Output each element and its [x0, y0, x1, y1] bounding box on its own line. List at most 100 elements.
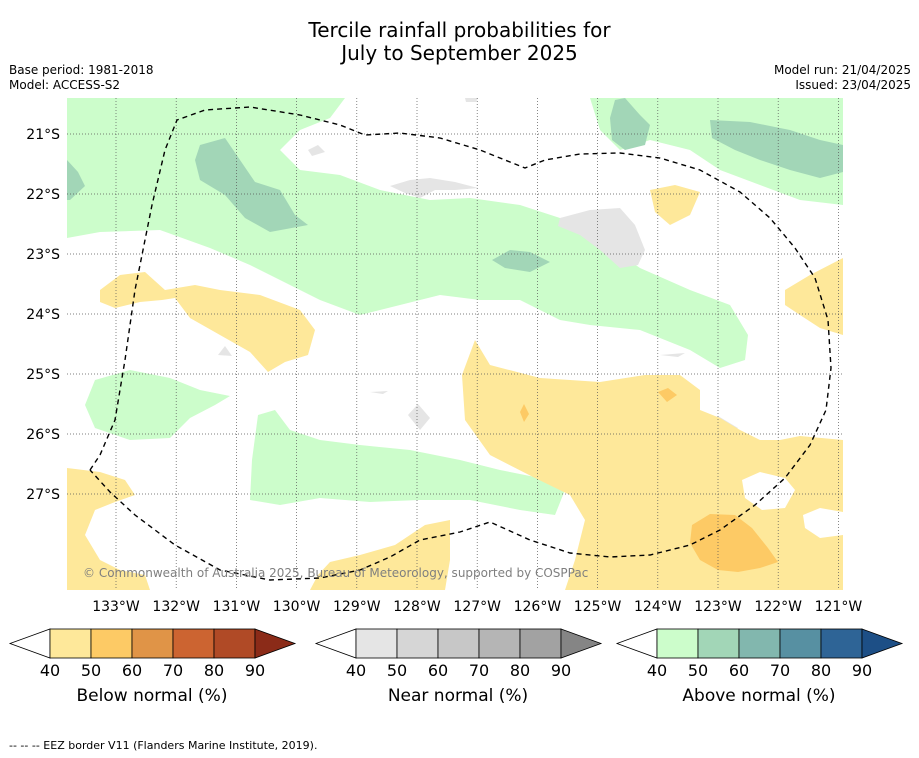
above-normal-region	[195, 138, 308, 232]
colorbar-upper-extension	[254, 628, 297, 659]
issued-date: Issued: 23/04/2025	[795, 78, 911, 92]
model-run: Model run: 21/04/2025	[773, 63, 911, 77]
map-title: Tercile rainfall probabilities for July …	[0, 19, 919, 65]
colorbar-label-above: Above normal (%)	[682, 686, 836, 706]
title-line-1: Tercile rainfall probabilities for	[308, 18, 611, 42]
eez-border	[89, 106, 832, 581]
longitude-label: 121°W	[815, 599, 863, 615]
colorbar-segment	[49, 628, 92, 659]
below-normal-region	[650, 185, 700, 225]
latitude-label: 21°S	[26, 127, 60, 143]
colorbar-tick-label: 60	[729, 661, 749, 680]
colorbar-tick-label: 70	[163, 661, 183, 680]
colorbar-tick-label: 90	[245, 661, 265, 680]
latitude-label: 24°S	[26, 307, 60, 323]
colorbar-segment	[213, 628, 256, 659]
colorbar-tick-label: 70	[770, 661, 790, 680]
base-period: Base period: 1981-2018	[9, 63, 154, 77]
above-normal-region	[590, 98, 843, 205]
colorbar-segment	[738, 628, 781, 659]
above-normal-region	[710, 120, 843, 178]
colorbar-segment	[519, 628, 562, 659]
colorbar-segment	[90, 628, 133, 659]
near-normal-region	[465, 98, 478, 102]
above-normal-region	[492, 250, 550, 272]
near-normal-region	[218, 346, 232, 356]
below-normal-region	[658, 388, 677, 402]
below-normal-region	[785, 258, 843, 335]
longitude-label: 129°W	[333, 599, 381, 615]
near-normal-region	[390, 178, 478, 198]
colorbar: 40 50 60 70 80 90	[8, 628, 297, 680]
longitude-label: 126°W	[514, 599, 562, 615]
near-normal-region	[370, 391, 388, 394]
colorbar-lower-extension	[314, 628, 357, 659]
colorbar-segment	[355, 628, 398, 659]
longitude-labels: 133°W 132°W 131°W 130°W 129°W 128°W 127°W 126°W…	[92, 599, 862, 615]
colorbar-tick-label: 90	[551, 661, 571, 680]
below-normal-region	[67, 468, 150, 590]
colorbars: 40 50 60 70 80 90 40 50 60 70 80 90 40 50 60 70 80 90	[8, 628, 904, 680]
meta-right: Model run: 21/04/2025 Issued: 23/04/2025	[774, 63, 911, 93]
colorbar-tick-label: 40	[346, 661, 366, 680]
latitude-labels: 21°S 22°S 23°S 24°S 25°S 26°S 27°S	[26, 127, 60, 503]
colorbar-segment	[820, 628, 863, 659]
colorbar-upper-extension	[560, 628, 603, 659]
colorbar-tick-label: 80	[204, 661, 224, 680]
colorbar-upper-extension	[861, 628, 904, 659]
below-normal-region	[100, 272, 315, 372]
colorbar-label-below: Below normal (%)	[76, 686, 228, 706]
above-normal-region	[610, 98, 650, 150]
latitude-label: 22°S	[26, 187, 60, 203]
meta-left: Base period: 1981-2018 Model: ACCESS-S2	[9, 63, 154, 93]
longitude-label: 127°W	[453, 599, 501, 615]
below-normal-region	[520, 404, 529, 422]
colorbar-segment	[437, 628, 480, 659]
colorbar-tick-label: 40	[40, 661, 60, 680]
graticule	[67, 98, 843, 590]
longitude-label: 130°W	[273, 599, 321, 615]
colorbar-tick-label: 50	[81, 661, 101, 680]
latitude-label: 23°S	[26, 247, 60, 263]
colorbar: 40 50 60 70 80 90	[615, 628, 904, 680]
colorbar-segment	[131, 628, 174, 659]
colorbar-tick-label: 90	[852, 661, 872, 680]
longitude-label: 132°W	[152, 599, 200, 615]
copyright-notice: © Commonwealth of Australia 2025, Bureau…	[83, 566, 588, 580]
colorbar-tick-label: 80	[510, 661, 530, 680]
near-normal-region	[308, 145, 325, 156]
longitude-label: 131°W	[213, 599, 261, 615]
longitude-label: 133°W	[92, 599, 140, 615]
colorbar-label-near: Near normal (%)	[387, 686, 529, 706]
white-gap	[803, 508, 843, 538]
near-normal-region	[660, 353, 685, 357]
colorbar-tick-label: 70	[469, 661, 489, 680]
above-normal-region	[85, 370, 230, 440]
colorbar-segment	[478, 628, 521, 659]
latitude-label: 27°S	[26, 487, 60, 503]
colorbar: 40 50 60 70 80 90	[314, 628, 603, 680]
colorbar-tick-label: 80	[811, 661, 831, 680]
colorbar-segment	[779, 628, 822, 659]
colorbar-tick-label: 50	[688, 661, 708, 680]
longitude-label: 123°W	[694, 599, 742, 615]
colorbar-lower-extension	[615, 628, 658, 659]
colorbar-tick-label: 60	[122, 661, 142, 680]
colorbar-segment	[172, 628, 215, 659]
colorbar-segment	[697, 628, 740, 659]
model-name: Model: ACCESS-S2	[9, 78, 121, 92]
near-normal-region	[408, 404, 430, 430]
latitude-label: 25°S	[26, 367, 60, 383]
colorbar-segment	[396, 628, 439, 659]
colorbar-tick-label: 40	[647, 661, 667, 680]
longitude-label: 128°W	[393, 599, 441, 615]
colorbar-lower-extension	[8, 628, 51, 659]
colorbar-tick-label: 50	[387, 661, 407, 680]
title-line-2: July to September 2025	[341, 41, 578, 65]
colorbar-segment	[656, 628, 699, 659]
longitude-label: 125°W	[574, 599, 622, 615]
probability-fields	[67, 98, 843, 590]
above-normal-region	[67, 160, 85, 200]
longitude-label: 124°W	[634, 599, 682, 615]
